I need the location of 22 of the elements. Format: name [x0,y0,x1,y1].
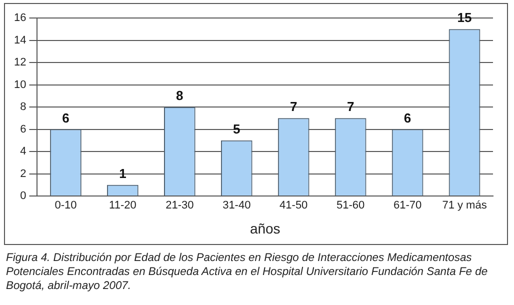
text: Figura 4. Distribución por Edad de los Pacientes en Riesgo de Interacciones Medicamentosas Potenciales Encontradas en Búsqueda Activa en el Hospital Universitario Fundación Santa Fe de Bogotá, abril-mayo 2007. [6,251,489,293]
x-tick-label: 21-30 [166,200,194,212]
y-tick-label: 2 [20,168,26,180]
x-tick-label: 51-60 [336,200,365,212]
y-tick-label: 8 [20,101,26,114]
x-tick-label: 11-20 [109,200,136,212]
y-tick-label: 10 [14,78,26,91]
y-tick-label: 6 [20,123,26,136]
y-tick-label: 16 [14,12,26,24]
x-axis-title: años [250,220,280,236]
x-tick-label: 31-40 [222,200,251,212]
x-tick-label: 71 y más [442,200,488,212]
data-label: 8 [176,88,184,104]
y-tick-label: 4 [20,146,26,158]
x-tick-label: 41-50 [280,200,308,212]
data-label: 6 [62,110,70,126]
y-tick-label: 0 [20,190,26,202]
y-tick-label: 14 [14,34,26,46]
y-tick-label: 12 [14,56,26,69]
x-tick-label: 61-70 [393,200,422,212]
data-label: 6 [404,110,412,126]
x-tick-label: 0-10 [54,200,77,212]
